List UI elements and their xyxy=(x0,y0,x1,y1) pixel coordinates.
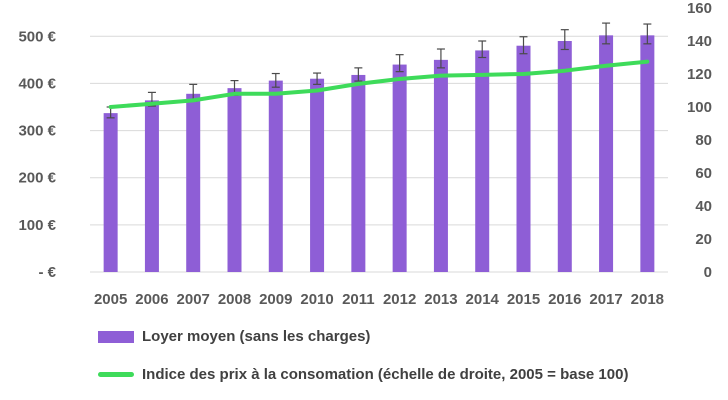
x-tick-label: 2005 xyxy=(94,291,127,308)
cpi-line xyxy=(108,59,650,109)
y-left-tick-label: 100 € xyxy=(18,217,56,234)
bar xyxy=(599,35,614,272)
bar xyxy=(475,50,490,272)
legend-label-cpi: Indice des prix à la consomation (échell… xyxy=(142,366,629,383)
y-right-tick-label: 140 xyxy=(687,33,712,50)
x-tick-label: 2009 xyxy=(259,291,292,308)
y-right-tick-label: 100 xyxy=(687,99,712,116)
bar xyxy=(144,100,159,273)
y-left-tick-label: - € xyxy=(38,264,56,281)
legend-swatch-bar xyxy=(98,330,134,343)
x-tick-label: 2006 xyxy=(135,291,168,308)
x-tick-label: 2018 xyxy=(631,291,664,308)
y-right-tick-label: 80 xyxy=(695,132,712,149)
y-left-tick-label: 500 € xyxy=(18,28,56,45)
bar xyxy=(103,113,118,272)
y-right-tick-label: 60 xyxy=(695,165,712,182)
bar xyxy=(186,93,201,272)
bar xyxy=(268,80,283,272)
y-right-tick-label: 120 xyxy=(687,66,712,83)
legend-swatch-line xyxy=(98,372,134,377)
y-left-tick-label: 300 € xyxy=(18,123,56,140)
bar xyxy=(557,41,572,272)
y-right-tick-label: 40 xyxy=(695,198,712,215)
x-tick-label: 2012 xyxy=(383,291,416,308)
y-right-tick-label: 0 xyxy=(704,264,712,281)
x-tick-label: 2013 xyxy=(424,291,457,308)
x-tick-label: 2011 xyxy=(342,291,375,308)
legend-item-cpi: Indice des prix à la consomation (échell… xyxy=(98,366,628,383)
bar xyxy=(433,59,448,272)
bar xyxy=(351,74,366,272)
y-left-tick-label: 400 € xyxy=(18,75,56,92)
legend-item-rent: Loyer moyen (sans les charges) xyxy=(98,328,370,345)
x-tick-label: 2008 xyxy=(218,291,251,308)
legend-label-rent: Loyer moyen (sans les charges) xyxy=(142,328,371,345)
bar xyxy=(227,88,242,273)
y-right-tick-label: 160 xyxy=(687,0,712,17)
x-tick-label: 2015 xyxy=(507,291,540,308)
x-tick-label: 2007 xyxy=(177,291,210,308)
bar xyxy=(392,64,407,272)
bar xyxy=(310,78,325,272)
x-tick-label: 2010 xyxy=(300,291,333,308)
y-right-tick-label: 20 xyxy=(695,231,712,248)
bar xyxy=(640,35,655,272)
y-left-tick-label: 200 € xyxy=(18,170,56,187)
x-tick-label: 2017 xyxy=(589,291,622,308)
x-tick-label: 2016 xyxy=(548,291,581,308)
x-tick-label: 2014 xyxy=(466,291,500,308)
bar xyxy=(516,45,531,272)
